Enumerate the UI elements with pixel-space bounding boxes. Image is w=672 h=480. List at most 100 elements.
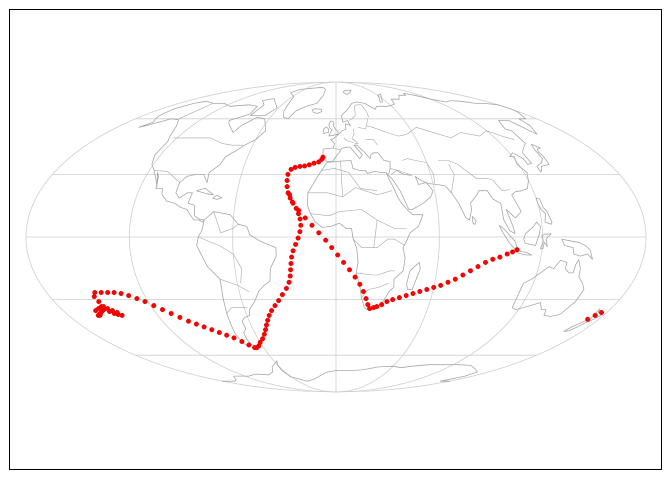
track-point: [151, 303, 157, 309]
svalbard-coast: [342, 89, 352, 95]
track-point: [287, 273, 293, 279]
java-coast: [515, 251, 533, 256]
track-point: [585, 316, 591, 322]
track-point: [302, 215, 308, 221]
track-point: [292, 164, 298, 170]
track-point: [504, 251, 510, 257]
greenland-coast: [283, 86, 326, 120]
track-point: [306, 162, 312, 168]
track-point: [352, 274, 358, 280]
track-point: [264, 322, 270, 328]
track-point: [483, 259, 489, 265]
country-border: [365, 139, 378, 146]
madagascar-coast: [406, 262, 421, 290]
track-point: [119, 312, 125, 318]
track-point: [297, 216, 303, 222]
track-point: [403, 293, 409, 299]
track-point: [283, 285, 289, 291]
cuba-coast: [196, 187, 214, 196]
track-point: [290, 248, 296, 254]
africa-coast: [306, 160, 424, 310]
graticule-lines: [25, 81, 647, 393]
country-border: [219, 278, 250, 292]
sulawesi-coast: [540, 233, 552, 250]
japan-coast: [530, 143, 550, 173]
track-point: [592, 312, 598, 318]
track-point: [298, 222, 304, 228]
track-point: [261, 331, 267, 337]
track-point: [438, 282, 444, 288]
track-point: [341, 259, 347, 265]
track-point: [97, 311, 103, 317]
track-point: [497, 254, 503, 260]
new-guinea-coast: [561, 238, 593, 260]
track-point: [363, 296, 369, 302]
track-point: [323, 237, 329, 243]
track-point: [231, 335, 237, 341]
track-point: [216, 330, 222, 336]
country-border: [401, 158, 435, 184]
track-point: [286, 279, 292, 285]
track-point: [296, 207, 302, 213]
track-point: [263, 327, 269, 333]
country-border: [356, 270, 395, 276]
country-border: [357, 118, 368, 130]
track-point: [514, 247, 520, 253]
track-point: [284, 184, 290, 190]
track-point: [279, 292, 285, 298]
borneo-coast: [523, 221, 541, 246]
track-point: [329, 245, 335, 251]
track-point: [224, 332, 230, 338]
country-border: [340, 161, 343, 197]
track-point: [272, 303, 278, 309]
track-point: [246, 342, 252, 348]
australia-coast: [511, 259, 585, 317]
track-point: [91, 294, 97, 300]
track-point: [360, 289, 366, 295]
track-point: [297, 229, 303, 235]
track-point: [335, 252, 341, 258]
track-point: [101, 304, 107, 310]
country-border: [343, 137, 354, 143]
new-zealand-north: [587, 308, 603, 323]
track-point: [490, 256, 496, 262]
uk-coast: [328, 120, 339, 137]
track-point: [168, 311, 174, 317]
hispaniola-coast: [212, 194, 223, 200]
track-point: [468, 268, 474, 274]
country-border: [333, 147, 341, 151]
track-point: [460, 272, 466, 278]
track-point: [316, 159, 322, 165]
track-point: [316, 230, 322, 236]
track-point: [134, 296, 140, 302]
track-point: [95, 306, 101, 312]
iceland-coast: [311, 108, 323, 114]
track-point: [293, 241, 299, 247]
track-point: [475, 264, 481, 270]
sri-lanka-coast: [472, 215, 477, 225]
track-point: [390, 297, 396, 303]
philippines-coast: [535, 197, 553, 225]
country-border: [226, 307, 248, 314]
voyage-track-points: [91, 154, 605, 351]
track-point: [265, 317, 271, 323]
track-point: [287, 192, 293, 198]
track-point: [396, 295, 402, 301]
track-point: [98, 290, 104, 296]
baffin-coast: [250, 98, 278, 116]
track-point: [126, 293, 132, 299]
track-point: [289, 254, 295, 260]
track-point: [142, 299, 148, 305]
country-border: [178, 103, 214, 120]
track-point: [266, 312, 272, 318]
track-point: [311, 160, 317, 166]
track-point: [260, 336, 266, 342]
track-point: [118, 291, 124, 297]
country-border: [213, 211, 239, 234]
ireland-coast: [322, 126, 329, 134]
track-point: [374, 304, 380, 310]
country-border: [390, 168, 413, 176]
track-point: [105, 306, 111, 312]
track-point: [347, 267, 353, 273]
